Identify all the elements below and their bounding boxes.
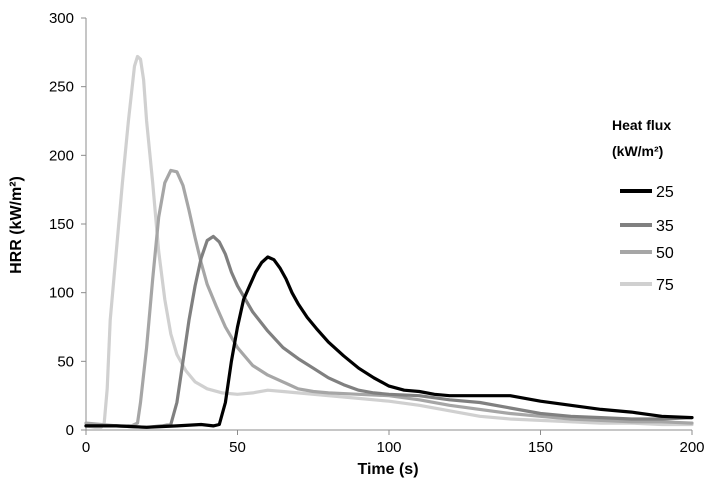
y-tick-label: 300 [49,10,74,27]
x-axis-title: Time (s) [357,461,418,478]
legend: Heat flux (kW/m²) 25 35 50 75 [612,117,674,294]
legend-label-35: 35 [656,218,674,235]
x-tick-label: 150 [528,439,553,456]
x-tick-label: 100 [376,439,401,456]
y-tick-label: 250 [49,79,74,96]
legend-label-25: 25 [656,184,674,201]
x-tick-label: 200 [679,439,704,456]
series-line-50 [84,168,694,428]
legend-title-line-2: (kW/m²) [612,143,663,159]
y-axis-title: HRR (kW/m²) [8,176,25,274]
y-tick-label: 200 [49,147,74,164]
y-tick-label: 100 [49,285,74,302]
legend-title-line-1: Heat flux [612,117,671,133]
x-tick-label: 50 [229,439,246,456]
legend-label-75: 75 [656,277,674,294]
x-tick-label: 0 [82,439,90,456]
y-tick-label: 50 [57,353,74,370]
axes: 0 50 100 150 200 250 300 0 50 100 150 200 [49,10,705,456]
series-line-35 [84,234,694,429]
series-line-25 [84,255,694,429]
series-layer [84,54,694,429]
legend-label-50: 50 [656,245,674,262]
series-line-75 [84,54,694,429]
y-tick-label: 0 [66,422,74,439]
y-tick-label: 150 [49,216,74,233]
